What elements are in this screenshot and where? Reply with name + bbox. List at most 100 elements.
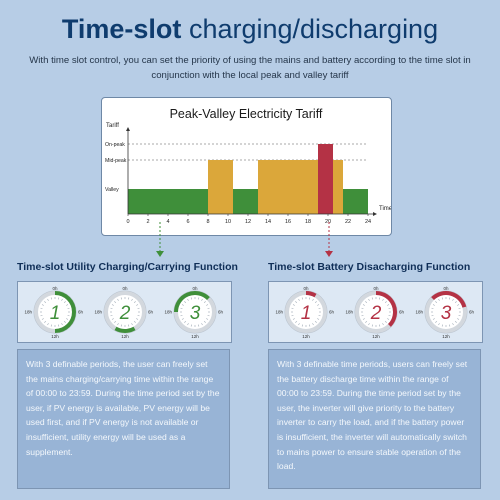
page-title-rest: charging/discharging [188,14,439,44]
y-axis-arrow [126,127,130,131]
page-title-bold: Time-slot [61,14,182,44]
chart-title: Peak-Valley Electricity Tariff [170,107,323,121]
clock-label-top: 0h [192,286,198,291]
clock-tick [201,298,203,301]
clock-tick [133,301,136,304]
clock-tick [180,315,183,317]
battery-clocks: 1 0h 6h 12h 18h 2 0h 6h 12h 18h 3 0h 6h 12h 18h [275,286,474,339]
battery-clock-1: 1 0h 6h 12h 18h [275,286,334,339]
clock-label-bottom: 12h [121,334,129,339]
tariff-bar-valley [343,189,368,214]
clock-tick [298,298,300,301]
clock-tick [452,298,454,301]
clock-tick [137,307,140,309]
clock-tick [133,320,136,323]
clock-label-bottom: 12h [302,334,310,339]
utility-arrowhead [156,251,164,257]
clock-tick [117,323,119,326]
clock-tick [203,301,206,304]
clock-tick [136,304,139,306]
clock-tick [63,301,66,304]
clock-tick [40,307,43,309]
clock-tick [371,324,373,327]
clock-tick [312,323,314,326]
clock-number: 3 [190,303,201,324]
clock-tick [298,323,300,326]
battery-heading: Time-slot Battery Disacharging Function [268,261,471,273]
clock-tick [382,323,384,326]
clock-label-left: 18h [164,310,172,315]
tariff-bar-mid-peak [208,160,233,214]
x-tick-label: 0 [126,219,129,225]
clock-label-left: 18h [94,310,102,315]
clock-active-arc [114,326,136,333]
clock-tick [458,307,461,309]
clock-tick [137,315,140,317]
clock-tick [67,315,70,317]
clock-tick [314,320,317,323]
clock-tick [117,298,119,301]
clock-tick [207,307,210,309]
clock-tick [41,318,44,320]
y-level-label: On-peak [105,142,125,148]
clock-tick [40,315,43,317]
clock-active-arc [305,291,317,298]
x-tick-label: 2 [146,219,149,225]
clock-tick [291,315,294,317]
clock-tick [449,324,451,327]
clock-tick [432,318,435,320]
clock-label-top: 0h [443,286,449,291]
tariff-bar-valley [128,189,208,214]
clock-tick [50,324,52,327]
clock-tick [431,307,434,309]
clock-tick [181,304,184,306]
clock-tick [111,318,114,320]
utility-description: With 3 definable periods, the user can f… [26,359,220,457]
x-tick-label: 18 [305,219,311,225]
clock-tick [384,320,387,323]
clock-tick [441,297,443,300]
clock-tick [368,298,370,301]
clock-tick [110,315,113,317]
clock-tick [201,323,203,326]
clock-tick [314,301,317,304]
clock-tick [362,304,365,306]
clock-tick [361,307,364,309]
x-tick-label: 10 [225,219,231,225]
clock-tick [435,320,438,323]
clock-label-top: 0h [303,286,309,291]
utility-clock-box: 1 0h 6h 12h 18h 2 0h 6h 12h 18h 3 0h 6h 12h 18h [17,281,232,343]
clock-tick [362,318,365,320]
clock-tick [457,304,460,306]
clock-tick [438,323,440,326]
clock-tick [301,324,303,327]
clock-tick [292,318,295,320]
clock-tick [317,304,320,306]
tariff-bar-mid-peak [333,160,343,214]
tariff-bar-on-peak [318,144,333,214]
clock-tick [63,320,66,323]
clock-tick [441,324,443,327]
clock-tick [435,301,438,304]
clock-tick [295,320,298,323]
x-tick-label: 20 [325,219,331,225]
y-axis-label: Tariff [106,123,119,129]
x-axis-label: Time [379,206,391,212]
clock-tick [365,320,368,323]
clock-tick [361,315,364,317]
clock-tick [317,318,320,320]
utility-clock-3: 3 0h 6h 12h 18h [164,286,223,339]
clock-tick [318,307,321,309]
clock-tick [184,301,187,304]
clock-number: 2 [370,303,382,324]
clock-tick [110,307,113,309]
clock-tick [292,304,295,306]
clock-tick [58,297,60,300]
clock-tick [198,324,200,327]
utility-heading: Time-slot Utility Charging/Carrying Func… [17,261,238,273]
clock-tick [449,297,451,300]
battery-clock-box: 1 0h 6h 12h 18h 2 0h 6h 12h 18h 3 0h 6h 12h 18h [268,281,483,343]
clock-tick [454,301,457,304]
clock-label-left: 18h [415,310,423,315]
clock-tick [114,320,117,323]
